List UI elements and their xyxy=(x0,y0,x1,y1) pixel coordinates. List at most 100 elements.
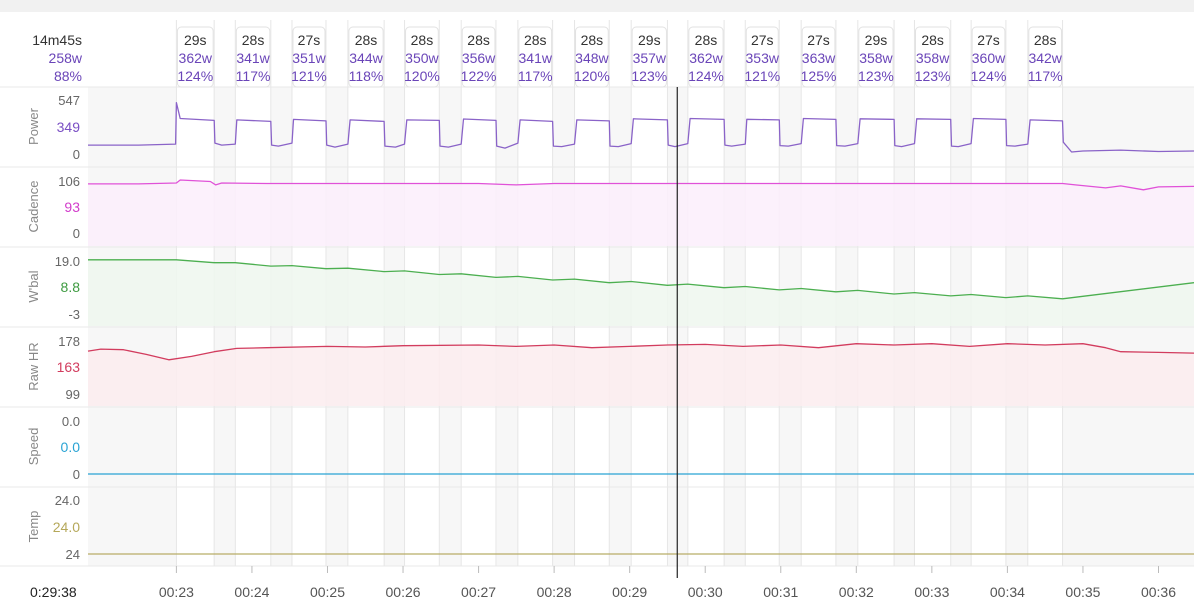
series-area xyxy=(88,343,1194,406)
lap-label-box xyxy=(745,26,779,88)
lap-duration: 29s xyxy=(638,32,661,48)
lap-label-5[interactable]: 28s 356w 122% xyxy=(461,26,497,88)
summary-header: 14m45s 258w 88% xyxy=(32,32,83,84)
series-line xyxy=(88,259,1194,300)
lap-power: 363w xyxy=(802,50,836,66)
lap-duration: 27s xyxy=(807,32,830,48)
lap-label-box xyxy=(801,26,836,88)
cursor-time-readout: 0:29:38 xyxy=(30,584,77,600)
x-tick-label: 00:34 xyxy=(990,584,1025,600)
lap-duration: 27s xyxy=(298,32,321,48)
x-tick-label: 00:30 xyxy=(688,584,723,600)
series-raw-hr: 178 163 99 Raw HR xyxy=(26,334,1194,406)
lap-pct-ftp: 123% xyxy=(915,68,951,84)
lap-pct-ftp: 117% xyxy=(1028,68,1063,84)
lap-power: 357w xyxy=(633,50,667,66)
series-w-bal: 19.0 8.8 -3 W'bal xyxy=(26,254,1194,326)
lap-power: 350w xyxy=(405,50,439,66)
lap-label-box xyxy=(575,26,609,88)
y-tick-min: 0 xyxy=(73,226,80,241)
series-area xyxy=(88,259,1194,326)
lap-label-10[interactable]: 27s 353w 121% xyxy=(744,26,780,88)
series-line xyxy=(88,102,1194,153)
lap-pct-ftp: 124% xyxy=(971,68,1007,84)
summary-duration: 14m45s xyxy=(32,32,82,48)
lap-duration: 28s xyxy=(355,32,378,48)
lap-label-box xyxy=(348,26,384,88)
lap-pct-ftp: 117% xyxy=(518,68,553,84)
x-tick-label: 00:26 xyxy=(386,584,421,600)
lap-label-box xyxy=(405,26,439,88)
series-area xyxy=(88,180,1194,246)
lap-power: 344w xyxy=(349,50,383,66)
lap-label-6[interactable]: 28s 341w 117% xyxy=(518,26,553,88)
lap-label-14[interactable]: 27s 360w 124% xyxy=(971,26,1007,88)
panel-label: Power xyxy=(26,107,41,145)
x-tick-label: 00:36 xyxy=(1141,584,1176,600)
lap-duration: 29s xyxy=(865,32,888,48)
lap-label-0[interactable]: 29s 362w 124% xyxy=(176,26,214,88)
x-tick-label: 00:29 xyxy=(612,584,647,600)
lap-power: 348w xyxy=(575,50,609,66)
lap-power: 342w xyxy=(1028,50,1062,66)
lap-label-box xyxy=(1028,26,1063,88)
y-tick-min: 24 xyxy=(66,547,80,562)
lap-pct-ftp: 120% xyxy=(404,68,440,84)
x-tick-label: 00:33 xyxy=(914,584,949,600)
panel-label: Raw HR xyxy=(26,342,41,390)
lap-duration: 28s xyxy=(524,32,547,48)
lap-duration: 28s xyxy=(921,32,944,48)
lap-pct-ftp: 125% xyxy=(801,68,837,84)
lap-label-box xyxy=(688,26,724,88)
lap-duration: 28s xyxy=(695,32,718,48)
lap-label-13[interactable]: 28s 358w 123% xyxy=(915,26,951,88)
panel-label: W'bal xyxy=(26,270,41,302)
x-tick-label: 00:32 xyxy=(839,584,874,600)
lap-duration: 27s xyxy=(751,32,774,48)
x-tick-label: 00:28 xyxy=(537,584,572,600)
lap-label-4[interactable]: 28s 350w 120% xyxy=(404,26,440,88)
x-tick-label: 00:27 xyxy=(461,584,496,600)
x-tick-label: 00:31 xyxy=(763,584,798,600)
lap-pct-ftp: 118% xyxy=(349,68,384,84)
x-axis: 00:23 00:24 00:25 00:26 00:27 00:28 00:29 00:30… xyxy=(159,566,1176,600)
lap-duration: 28s xyxy=(581,32,604,48)
lap-label-1[interactable]: 28s 341w 117% xyxy=(236,26,271,88)
lap-power: 358w xyxy=(916,50,950,66)
lap-label-12[interactable]: 29s 358w 123% xyxy=(858,26,894,88)
lap-pct-ftp: 124% xyxy=(177,68,213,84)
y-current-value: 24.0 xyxy=(53,519,80,535)
lap-label-15[interactable]: 28s 342w 117% xyxy=(1028,26,1063,88)
lap-label-box xyxy=(631,26,667,88)
lap-label-2[interactable]: 27s 351w 121% xyxy=(291,26,327,88)
lap-label-box xyxy=(461,26,496,88)
lap-power: 341w xyxy=(236,50,270,66)
lap-power: 341w xyxy=(519,50,553,66)
lap-power: 358w xyxy=(859,50,893,66)
lap-duration: 27s xyxy=(977,32,1000,48)
y-current-value: 93 xyxy=(64,199,80,215)
y-current-value: 8.8 xyxy=(61,279,81,295)
x-tick-label: 00:23 xyxy=(159,584,194,600)
y-tick-min: -3 xyxy=(68,307,80,322)
lap-duration: 29s xyxy=(184,32,207,48)
lap-pct-ftp: 124% xyxy=(688,68,724,84)
y-tick-max: 547 xyxy=(58,93,80,108)
series-line xyxy=(88,179,1194,191)
summary-pct-ftp: 88% xyxy=(54,68,82,84)
lap-label-8[interactable]: 29s 357w 123% xyxy=(631,26,667,88)
y-tick-max: 0.0 xyxy=(62,414,80,429)
lap-label-3[interactable]: 28s 344w 118% xyxy=(348,26,384,88)
y-tick-max: 178 xyxy=(58,334,80,349)
lap-label-9[interactable]: 28s 362w 124% xyxy=(688,26,724,88)
top-toolbar-strip xyxy=(0,0,1194,12)
series-power: 547 349 0 Power xyxy=(26,93,1194,162)
y-tick-min: 99 xyxy=(66,387,80,402)
lap-label-box xyxy=(176,26,214,88)
series-speed: 0.0 0.0 0 Speed xyxy=(26,414,1194,482)
lap-label-11[interactable]: 27s 363w 125% xyxy=(801,26,837,88)
lap-pct-ftp: 120% xyxy=(574,68,610,84)
lap-label-7[interactable]: 28s 348w 120% xyxy=(574,26,610,88)
lap-pct-ftp: 117% xyxy=(236,68,271,84)
